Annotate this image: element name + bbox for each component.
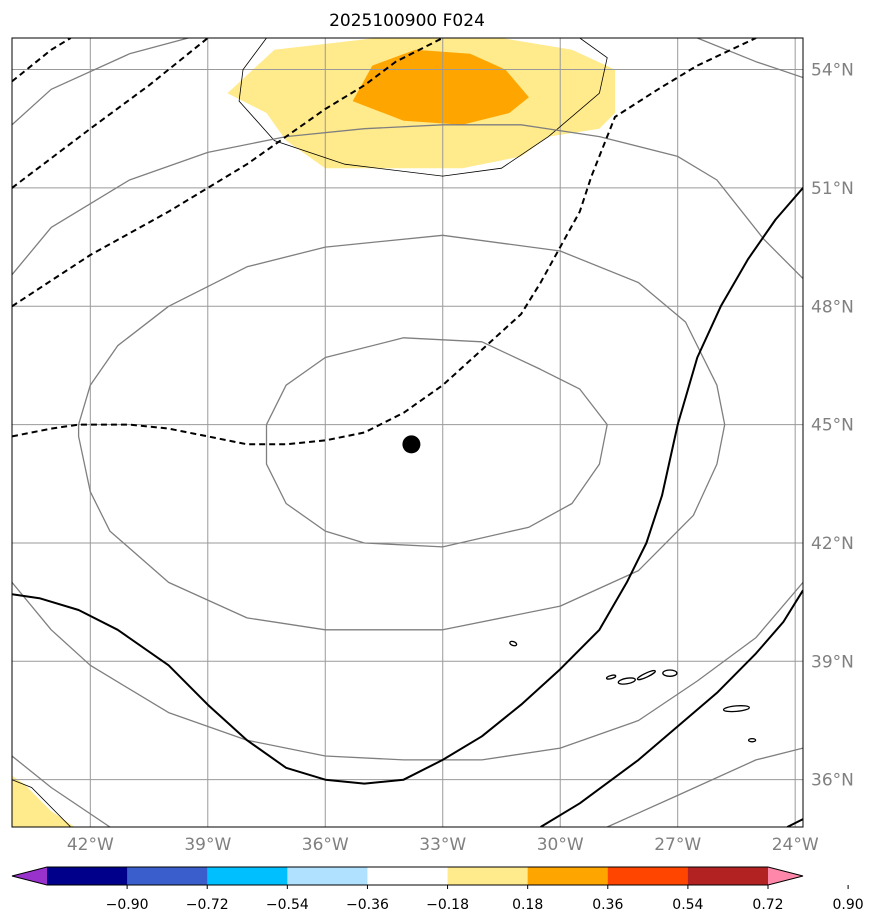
dashed-contour-0: [12, 38, 757, 446]
colorbar-segment-2: [207, 867, 288, 885]
islands: [509, 640, 757, 743]
colorbar-tick-label-5: 0.18: [512, 897, 543, 913]
map-frame: [11, 37, 804, 828]
lon-tick-labels: 42°W 39°W 36°W 33°W 30°W 27°W 24°W: [67, 835, 819, 855]
colorbar-segment-7: [607, 867, 689, 885]
lon-tick-label-6: 24°W: [772, 835, 819, 855]
colorbar-segment-3: [287, 867, 368, 885]
lon-tick-label-3: 33°W: [419, 835, 466, 855]
gray-contour-3: [12, 581, 803, 761]
gray-contour-0: [265, 337, 608, 548]
colorbar-segment-0: [47, 867, 128, 885]
gray-contour-7: [697, 38, 803, 79]
lat-tick-label-4: 42°N: [811, 534, 854, 554]
dashed-contour-2: [12, 38, 209, 189]
map-area: [12, 38, 803, 827]
colorbar-tick-label-1: −0.72: [186, 897, 229, 913]
lon-tick-label-4: 30°W: [537, 835, 584, 855]
center-marker: [402, 435, 421, 454]
solid-contour-0: [12, 187, 803, 785]
lat-tick-label-6: 36°N: [811, 771, 854, 791]
filled-region-2: [352, 49, 529, 125]
solid-contour-1: [540, 589, 803, 827]
colorbar-segment-4: [367, 867, 449, 885]
gray-contour-5: [12, 755, 111, 827]
gray-contours: [12, 38, 803, 827]
colorbar-segment-1: [127, 867, 208, 885]
lat-tick-label-0: 54°N: [811, 61, 854, 81]
island-5: [722, 705, 750, 713]
island-4: [662, 669, 678, 677]
colorbar-tick-label-2: −0.54: [266, 897, 309, 913]
colorbar-outline: [11, 866, 804, 886]
colorbar-segment-8: [687, 867, 769, 885]
island-3: [636, 669, 656, 681]
lon-tick-label-1: 39°W: [184, 835, 231, 855]
colorbar-tick-label-6: 0.36: [592, 897, 623, 913]
thin-contours: [12, 38, 608, 827]
colorbar-segment-5: [447, 867, 529, 885]
lon-tick-label-2: 36°W: [302, 835, 349, 855]
lat-tick-label-2: 48°N: [811, 297, 854, 317]
filled-contours: [12, 38, 615, 827]
colorbar-tick-label-8: 0.72: [752, 897, 783, 913]
chart-title: 2025100900 F024: [329, 11, 485, 31]
colorbar-extend-high: [768, 867, 803, 885]
gray-contour-6: [606, 747, 803, 827]
gray-contour-4: [12, 38, 189, 126]
colorbar-tick-label-9: 0.90: [833, 897, 864, 913]
lat-tick-labels: 54°N 51°N 48°N 45°N 42°N 39°N 36°N: [811, 61, 854, 791]
lon-tick-label-0: 42°W: [67, 835, 114, 855]
colorbar-extend-low: [12, 867, 47, 885]
colorbar: −0.90 −0.72 −0.54 −0.36 −0.18 0.18 0.36 0.54 0.7…: [11, 866, 864, 913]
colorbar-segment-6: [527, 867, 609, 885]
island-2: [617, 677, 636, 685]
lon-tick-label-5: 27°W: [654, 835, 701, 855]
island-1: [605, 674, 617, 680]
solid-contours: [12, 187, 803, 827]
center-marker-group: [402, 435, 421, 454]
lat-tick-label-3: 45°N: [811, 416, 854, 436]
thin-contour-0: [238, 38, 608, 177]
colorbar-tick-label-4: −0.18: [426, 897, 469, 913]
gridlines: [12, 38, 803, 827]
thin-contour-1: [12, 779, 71, 827]
solid-contour-2: [786, 818, 803, 827]
colorbar-tick-label-3: −0.36: [346, 897, 389, 913]
dashed-contours: [12, 38, 757, 446]
colorbar-tick-label-7: 0.54: [672, 897, 703, 913]
gray-contour-1: [77, 234, 726, 631]
island-0: [509, 640, 518, 647]
filled-region-1: [12, 775, 75, 827]
dashed-contour-3: [12, 38, 72, 83]
lat-tick-label-5: 39°N: [811, 652, 854, 672]
gray-contour-2: [12, 124, 803, 280]
island-6: [747, 737, 757, 743]
lat-tick-label-1: 51°N: [811, 179, 854, 199]
colorbar-tick-label-0: −0.90: [106, 897, 149, 913]
dashed-contour-1: [12, 38, 444, 308]
